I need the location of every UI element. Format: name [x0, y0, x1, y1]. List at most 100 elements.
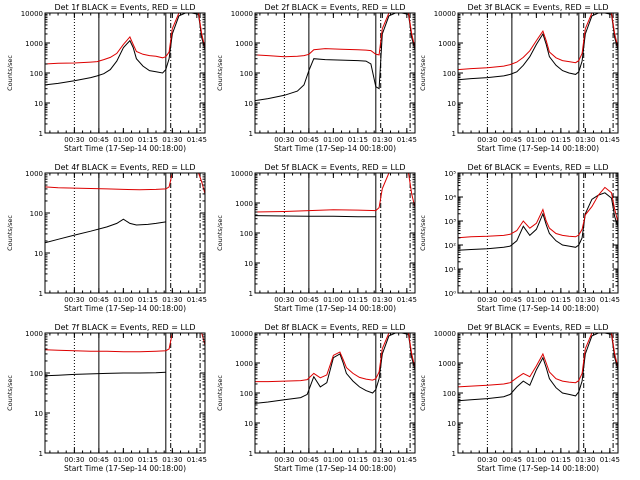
lld-series-line — [45, 173, 205, 195]
y-axis-label: Counts/sec — [6, 55, 14, 91]
x-tick-label: 00:30 — [274, 456, 294, 464]
y-tick-label: 1000 — [438, 40, 456, 48]
y-tick-label: 100 — [240, 70, 253, 78]
lld-series-line — [255, 13, 415, 58]
x-tick-label: 01:45 — [187, 296, 207, 304]
y-tick-label: 10 — [34, 410, 43, 418]
x-tick-label: 01:45 — [600, 456, 620, 464]
y-tick-label: 10 — [244, 100, 253, 108]
events-series-line — [458, 333, 618, 402]
x-axis-label: Start Time (17-Sep-14 00:18:00) — [64, 144, 186, 153]
plot-frame — [44, 172, 206, 294]
y-tick-label: 1 — [249, 290, 253, 298]
lld-series-line — [45, 13, 205, 65]
y-tick-label: 100 — [240, 390, 253, 398]
x-axis-label: Start Time (17-Sep-14 00:18:00) — [274, 144, 396, 153]
events-series-line — [255, 215, 376, 218]
x-axis-label: Start Time (17-Sep-14 00:18:00) — [477, 144, 599, 153]
plot-frame — [457, 12, 619, 134]
y-tick-label: 10¹ — [444, 266, 456, 274]
chart-panel-7: Det 7f BLACK = Events, RED = LLD 1 10 100 10… — [6, 323, 207, 473]
x-tick-label: 00:30 — [477, 296, 497, 304]
plot-frame — [254, 172, 416, 294]
x-axis-label: Start Time (17-Sep-14 00:18:00) — [64, 464, 186, 473]
chart-title: Det 6f BLACK = Events, RED = LLD — [467, 163, 608, 172]
x-tick-label: 01:30 — [372, 136, 392, 144]
events-series-line — [45, 371, 166, 377]
x-tick-label: 01:30 — [575, 456, 595, 464]
y-tick-label: 10000 — [231, 330, 253, 338]
x-tick-label: 01:15 — [138, 456, 158, 464]
x-tick-label: 00:30 — [274, 296, 294, 304]
chart-title: Det 7f BLACK = Events, RED = LLD — [54, 323, 195, 332]
x-tick-label: 01:30 — [372, 456, 392, 464]
chart-panel-9: Det 9f BLACK = Events, RED = LLD 1 10 100 10… — [419, 323, 620, 473]
x-tick-label: 01:30 — [162, 456, 182, 464]
x-tick-label: 01:00 — [113, 456, 133, 464]
chart-title: Det 2f BLACK = Events, RED = LLD — [264, 3, 405, 12]
y-axis-label: Counts/sec — [419, 215, 427, 251]
y-tick-label: 1000 — [235, 40, 253, 48]
x-tick-label: 01:00 — [323, 136, 343, 144]
x-tick-label: 01:00 — [526, 136, 546, 144]
chart-panel-2: Det 2f BLACK = Events, RED = LLD 1 10 100 10… — [216, 3, 417, 153]
events-series-line — [255, 13, 415, 102]
y-tick-label: 100 — [30, 70, 43, 78]
x-tick-label: 00:30 — [477, 456, 497, 464]
x-tick-label: 00:45 — [299, 456, 319, 464]
lld-series-line — [45, 333, 205, 353]
lld-series-line — [458, 333, 618, 388]
x-tick-label: 00:30 — [64, 296, 84, 304]
chart-title: Det 9f BLACK = Events, RED = LLD — [467, 323, 608, 332]
x-tick-label: 01:45 — [397, 136, 417, 144]
lld-series-line — [458, 13, 618, 71]
y-tick-label: 1000 — [235, 200, 253, 208]
y-tick-label: 1000 — [25, 40, 43, 48]
x-tick-label: 00:45 — [502, 296, 522, 304]
y-tick-label: 1 — [39, 130, 43, 138]
y-tick-label: 100 — [30, 210, 43, 218]
y-tick-label: 10² — [444, 242, 456, 250]
y-tick-label: 100 — [443, 70, 456, 78]
y-tick-label: 10⁵ — [444, 170, 456, 178]
y-tick-label: 1 — [452, 130, 456, 138]
x-axis-label: Start Time (17-Sep-14 00:18:00) — [274, 304, 396, 313]
x-tick-label: 01:45 — [187, 136, 207, 144]
x-tick-label: 01:45 — [187, 456, 207, 464]
y-axis-label: Counts/sec — [6, 375, 14, 411]
x-tick-label: 01:15 — [551, 296, 571, 304]
x-tick-label: 00:45 — [502, 136, 522, 144]
y-axis-label: Counts/sec — [419, 55, 427, 91]
chart-panel-6: Det 6f BLACK = Events, RED = LLD 10⁰ 10¹ 10… — [419, 163, 620, 313]
x-tick-label: 01:00 — [323, 456, 343, 464]
y-tick-label: 10⁴ — [444, 194, 456, 202]
y-axis-label: Counts/sec — [216, 55, 224, 91]
chart-panel-8: Det 8f BLACK = Events, RED = LLD 1 10 100 10… — [216, 323, 417, 473]
y-tick-label: 10 — [34, 100, 43, 108]
plot-frame — [254, 332, 416, 454]
y-tick-label: 100 — [240, 230, 253, 238]
chart-title: Det 8f BLACK = Events, RED = LLD — [264, 323, 405, 332]
x-tick-label: 01:30 — [162, 136, 182, 144]
plot-frame — [44, 12, 206, 134]
x-tick-label: 00:45 — [299, 296, 319, 304]
y-tick-label: 100 — [443, 390, 456, 398]
x-axis-label: Start Time (17-Sep-14 00:18:00) — [477, 464, 599, 473]
chart-title: Det 3f BLACK = Events, RED = LLD — [467, 3, 608, 12]
events-series-line — [458, 192, 618, 251]
x-tick-label: 00:30 — [64, 456, 84, 464]
y-tick-label: 10000 — [231, 170, 253, 178]
events-series-line — [458, 13, 618, 81]
x-tick-label: 00:45 — [89, 296, 109, 304]
lld-series-line — [255, 173, 415, 213]
events-series-line — [45, 218, 166, 244]
x-tick-label: 00:30 — [64, 136, 84, 144]
y-axis-label: Counts/sec — [6, 215, 14, 251]
x-tick-label: 01:30 — [575, 296, 595, 304]
chart-panel-4: Det 4f BLACK = Events, RED = LLD 1 10 100 10… — [6, 163, 207, 313]
y-tick-label: 1000 — [25, 330, 43, 338]
x-tick-label: 01:15 — [138, 136, 158, 144]
x-tick-label: 01:00 — [526, 296, 546, 304]
x-tick-label: 01:00 — [323, 296, 343, 304]
plot-frame — [457, 332, 619, 454]
